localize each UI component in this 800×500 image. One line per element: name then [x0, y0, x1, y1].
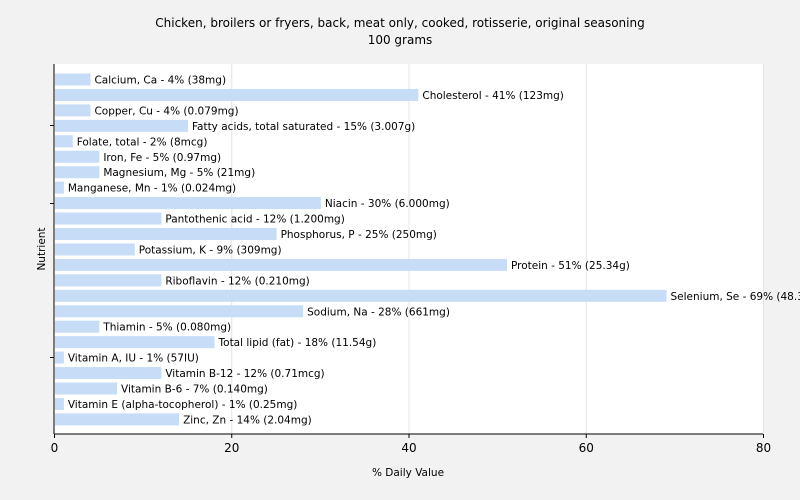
bar-label: Thiamin - 5% (0.080mg) — [102, 322, 231, 334]
bar-label: Iron, Fe - 5% (0.97mg) — [103, 152, 221, 164]
bar — [55, 243, 135, 256]
bar-label: Sodium, Na - 28% (661mg) — [307, 306, 450, 318]
x-axis-ticks: 0 20 40 60 80 — [51, 434, 771, 455]
bar-label: Niacin - 30% (6.000mg) — [325, 198, 450, 210]
bar — [55, 228, 277, 240]
bar — [55, 181, 64, 194]
bar — [55, 305, 304, 318]
bar-label: Selenium, Se - 69% (48.3mcg) — [671, 291, 800, 303]
grid-lines — [231, 64, 764, 434]
bar-label: Fatty acids, total saturated - 15% (3.00… — [192, 121, 415, 133]
bar — [55, 73, 91, 86]
bar-label: Phosphorus, P - 25% (250mg) — [281, 229, 437, 241]
bar-label: Zinc, Zn - 14% (2.04mg) — [183, 414, 312, 426]
bar-label: Calcium, Ca - 4% (38mg) — [94, 75, 226, 87]
bar — [55, 289, 667, 302]
bar-label: Potassium, K - 9% (309mg) — [139, 244, 282, 256]
bar — [55, 197, 321, 210]
y-axis-ticks — [50, 125, 54, 358]
x-axis-label: % Daily Value — [372, 467, 444, 479]
x-tick-label: 20 — [224, 441, 239, 455]
bar — [55, 274, 162, 287]
bar — [55, 336, 215, 349]
bars — [55, 73, 667, 426]
bar — [55, 382, 118, 395]
bar — [55, 119, 188, 132]
bar-label: Cholesterol - 41% (123mg) — [422, 90, 564, 102]
bar-labels: Calcium, Ca - 4% (38mg) Cholesterol - 41%… — [68, 75, 800, 427]
x-tick-label: 40 — [401, 441, 416, 455]
bar — [55, 150, 100, 163]
chart-subtitle: 100 grams — [368, 33, 433, 47]
bar — [55, 212, 162, 225]
bar-label: Riboflavin - 12% (0.210mg) — [165, 275, 309, 287]
bar-label: Protein - 51% (25.34g) — [511, 260, 630, 272]
bar — [55, 258, 507, 271]
bar — [55, 88, 419, 101]
chart-title: Chicken, broilers or fryers, back, meat … — [155, 16, 644, 30]
bar — [55, 413, 180, 426]
bar — [55, 367, 162, 380]
bar-label: Copper, Cu - 4% (0.079mg) — [94, 105, 238, 117]
bar-label: Vitamin A, IU - 1% (57IU) — [68, 353, 199, 365]
x-tick-label: 60 — [579, 441, 594, 455]
x-tick-label: 80 — [756, 441, 771, 455]
bar — [55, 104, 91, 117]
bar — [55, 397, 64, 410]
bar — [55, 320, 100, 333]
bar-label: Manganese, Mn - 1% (0.024mg) — [68, 183, 236, 195]
y-axis-label: Nutrient — [36, 227, 48, 270]
bar-label: Pantothenic acid - 12% (1.200mg) — [165, 214, 344, 226]
bar-label: Folate, total - 2% (8mcg) — [77, 136, 208, 148]
bar — [55, 166, 100, 179]
bar-label: Total lipid (fat) - 18% (11.54g) — [218, 337, 377, 349]
bar-label: Vitamin E (alpha-tocopherol) - 1% (0.25m… — [68, 399, 297, 411]
bar-label: Vitamin B-12 - 12% (0.71mcg) — [165, 368, 324, 380]
bar-label: Magnesium, Mg - 5% (21mg) — [103, 167, 255, 179]
bar-label: Vitamin B-6 - 7% (0.140mg) — [121, 384, 268, 396]
bar — [55, 351, 64, 364]
bar — [55, 135, 73, 148]
x-tick-label: 0 — [51, 441, 59, 455]
